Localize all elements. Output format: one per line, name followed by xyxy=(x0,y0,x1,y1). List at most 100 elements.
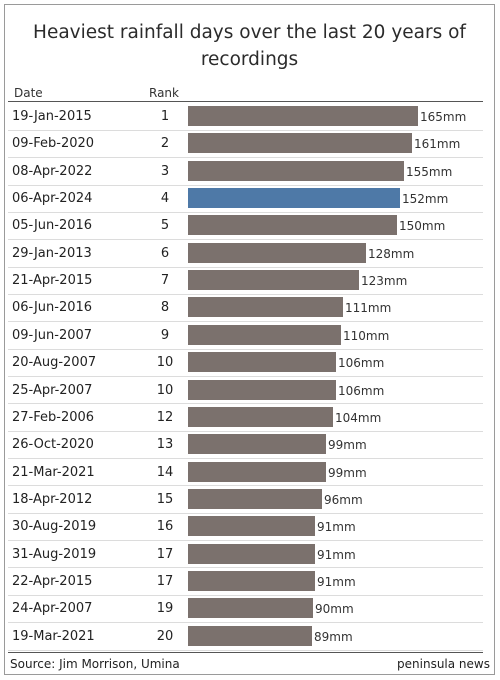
row-date: 05-Jun-2016 xyxy=(12,218,93,234)
rainfall-bar xyxy=(188,324,341,345)
row-rank: 6 xyxy=(160,245,170,261)
row-date: 26-Oct-2020 xyxy=(12,437,94,453)
row-divider xyxy=(8,376,483,377)
row-divider xyxy=(8,321,483,323)
row-date: 19-Jan-2015 xyxy=(12,109,92,124)
row-rank: 15 xyxy=(156,491,174,507)
row-rank: 14 xyxy=(156,464,174,480)
rainfall-bar xyxy=(188,242,366,263)
row-date: 22-Apr-2015 xyxy=(12,573,93,589)
bar-value-label: 152mm xyxy=(402,192,449,207)
row-divider xyxy=(8,129,483,131)
header-divider xyxy=(8,101,483,102)
row-divider xyxy=(8,622,483,624)
row-divider xyxy=(8,594,483,596)
rainfall-bar xyxy=(188,543,315,564)
row-rank: 10 xyxy=(156,382,174,398)
rainfall-bar xyxy=(188,625,312,646)
row-divider xyxy=(8,403,483,405)
bar-value-label: 91mm xyxy=(317,574,356,589)
row-rank: 7 xyxy=(160,273,170,289)
row-date: 20-Aug-2007 xyxy=(12,355,97,371)
row-rank: 10 xyxy=(156,355,174,371)
rainfall-bar xyxy=(188,160,404,181)
rainfall-bar xyxy=(188,379,336,400)
bar-value-label: 128mm xyxy=(368,246,415,261)
row-date: 30-Aug-2019 xyxy=(12,519,97,535)
rainfall-bar xyxy=(188,488,322,509)
row-rank: 1 xyxy=(160,109,170,124)
row-rank: 8 xyxy=(160,300,170,316)
bar-value-label: 89mm xyxy=(314,629,353,644)
row-rank: 13 xyxy=(156,437,174,453)
row-date: 06-Jun-2016 xyxy=(12,300,93,316)
rainfall-bar xyxy=(188,133,412,154)
row-date: 18-Apr-2012 xyxy=(12,491,93,507)
row-date: 21-Mar-2021 xyxy=(12,464,95,480)
row-date: 08-Apr-2022 xyxy=(12,163,93,179)
bar-value-label: 90mm xyxy=(315,602,354,617)
bar-value-label: 96mm xyxy=(324,492,363,507)
row-date: 09-Feb-2020 xyxy=(12,136,95,152)
row-divider xyxy=(8,266,483,268)
row-divider xyxy=(8,157,483,159)
publisher-brand: peninsula news xyxy=(397,657,490,671)
date-column-header: Date xyxy=(14,86,43,100)
row-date: 24-Apr-2007 xyxy=(12,601,93,617)
row-rank: 3 xyxy=(160,163,170,179)
row-rank: 5 xyxy=(160,218,170,234)
highlighted-bar xyxy=(188,188,400,209)
row-rank: 20 xyxy=(156,628,174,644)
row-rank: 17 xyxy=(156,573,174,589)
rainfall-bar xyxy=(188,106,418,126)
row-divider xyxy=(8,184,483,186)
rainfall-bar xyxy=(188,297,343,318)
rainfall-bar xyxy=(188,598,313,619)
row-date: 25-Apr-2007 xyxy=(12,382,93,398)
source-note: Source: Jim Morrison, Umina xyxy=(10,657,180,671)
bar-value-label: 161mm xyxy=(414,137,461,152)
rainfall-bar xyxy=(188,352,336,373)
bar-value-label: 91mm xyxy=(317,547,356,562)
row-divider xyxy=(8,485,483,487)
rainfall-bar xyxy=(188,461,326,482)
bar-value-label: 106mm xyxy=(338,383,385,398)
rainfall-bar xyxy=(188,516,315,537)
bar-value-label: 155mm xyxy=(406,164,453,179)
rainfall-bar xyxy=(188,270,359,291)
bar-value-label: 104mm xyxy=(335,410,382,425)
row-date: 27-Feb-2006 xyxy=(12,409,95,425)
row-date: 21-Apr-2015 xyxy=(12,273,93,289)
bar-value-label: 91mm xyxy=(317,520,356,535)
bar-value-label: 123mm xyxy=(361,274,408,289)
row-date: 29-Jan-2013 xyxy=(12,245,92,261)
footer-divider xyxy=(8,652,483,653)
row-divider xyxy=(8,540,483,542)
row-divider xyxy=(8,430,483,432)
bar-value-label: 110mm xyxy=(343,328,390,343)
row-divider xyxy=(8,293,483,295)
row-rank: 16 xyxy=(156,519,174,535)
row-date: 06-Apr-2024 xyxy=(12,191,93,207)
row-divider xyxy=(8,458,483,460)
rank-column-header: Rank xyxy=(149,86,179,100)
bar-value-label: 150mm xyxy=(399,219,446,234)
row-rank: 9 xyxy=(160,327,170,343)
row-rank: 19 xyxy=(156,601,174,617)
bar-value-label: 106mm xyxy=(338,356,385,371)
bar-value-label: 99mm xyxy=(328,438,367,453)
chart-title: Heaviest rainfall days over the last 20 … xyxy=(33,22,466,70)
row-rank: 17 xyxy=(156,546,174,562)
row-divider xyxy=(8,211,483,213)
row-rank: 2 xyxy=(160,136,170,152)
row-divider xyxy=(8,348,483,350)
rainfall-bar xyxy=(188,570,315,591)
bar-value-label: 111mm xyxy=(345,301,392,316)
row-divider xyxy=(8,649,483,651)
row-rank: 12 xyxy=(156,409,174,425)
bar-value-label: 99mm xyxy=(328,465,367,480)
row-date: 31-Aug-2019 xyxy=(12,546,97,562)
row-rank: 4 xyxy=(160,191,170,207)
rainfall-bar xyxy=(188,406,333,427)
row-date: 19-Mar-2021 xyxy=(12,628,95,644)
